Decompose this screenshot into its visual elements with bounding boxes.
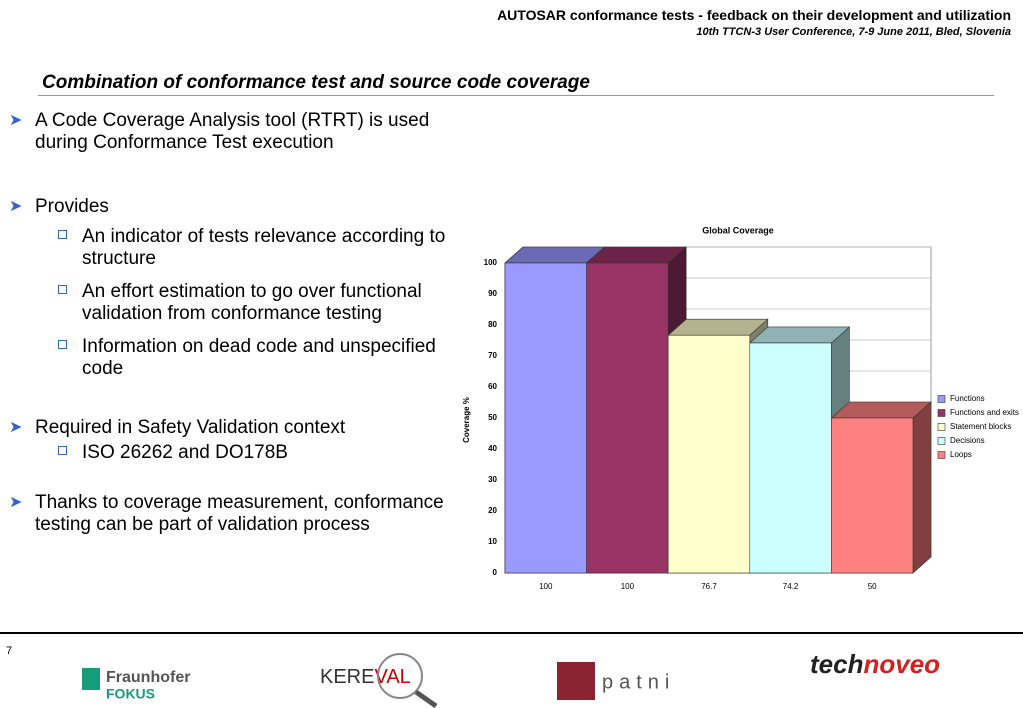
y-tick-label: 0 <box>493 568 498 577</box>
sub-bullet: An effort estimation to go over function… <box>58 281 472 325</box>
legend-swatch <box>937 409 946 417</box>
legend-label: Functions <box>950 394 985 403</box>
bar-top <box>585 246 687 264</box>
bullet-text: Thanks to coverage measurement, conforma… <box>35 492 444 535</box>
logo-text: KEREVAL <box>320 666 411 688</box>
x-tick-label: 74.2 <box>783 582 799 591</box>
bar-side <box>912 401 932 574</box>
bar-top <box>667 318 769 336</box>
y-axis-label: Coverage % <box>462 397 471 443</box>
bullet-text: Required in Safety Validation context <box>35 417 346 438</box>
logo-text: patni <box>602 671 675 693</box>
logo-mark <box>377 653 423 699</box>
logo-text: Fraunhofer <box>106 669 190 686</box>
y-tick-label: 80 <box>488 320 497 329</box>
y-tick-label: 10 <box>488 537 497 546</box>
bar <box>667 334 751 574</box>
logo-mark <box>82 668 100 690</box>
legend-label: Decisions <box>950 436 985 445</box>
bullet: ➤ Thanks to coverage measurement, conform… <box>9 492 444 535</box>
sub-bullet-text: ISO 26262 and DO178B <box>82 442 288 463</box>
legend-swatch <box>937 451 946 459</box>
bullet-text: Provides <box>35 196 109 217</box>
y-tick-label: 90 <box>488 289 497 298</box>
x-tick-label: 100 <box>539 582 553 591</box>
y-tick-label: 60 <box>488 382 497 391</box>
legend-swatch <box>937 395 946 403</box>
logo-technoveo: technoveo <box>810 649 940 679</box>
y-tick-label: 20 <box>488 506 497 515</box>
header-subtitle: 10th TTCN-3 User Conference, 7-9 June 20… <box>696 26 1011 38</box>
sub-bullet-text: An effort estimation to go over function… <box>82 281 422 324</box>
sub-bullet-text: An indicator of tests relevance accordin… <box>82 226 446 269</box>
logo-text: FOKUS <box>106 686 155 702</box>
x-tick-label: 100 <box>621 582 635 591</box>
heading-rule <box>38 95 994 96</box>
y-tick-label: 40 <box>488 444 497 453</box>
bar <box>504 262 587 574</box>
legend-label: Statement blocks <box>950 422 1011 431</box>
sub-bullet: An indicator of tests relevance accordin… <box>58 226 472 270</box>
bullet-text: A Code Coverage Analysis tool (RTRT) is … <box>35 110 430 153</box>
bar-top <box>830 401 932 419</box>
logo-mark <box>557 662 595 700</box>
logo-mark <box>414 689 438 708</box>
page-number: 7 <box>6 645 12 657</box>
header-title: AUTOSAR conformance tests - feedback on … <box>497 7 1011 23</box>
y-tick-label: 30 <box>488 475 497 484</box>
legend-swatch <box>937 437 946 445</box>
bar <box>586 262 669 574</box>
sub-bullet: Information on dead code and unspecified… <box>58 336 482 380</box>
x-tick-label: 76.7 <box>701 582 717 591</box>
bar <box>831 417 914 574</box>
heading: Combination of conformance test and sour… <box>42 72 590 93</box>
y-tick-label: 100 <box>484 258 498 267</box>
legend-label: Loops <box>950 450 972 459</box>
y-tick-label: 50 <box>488 413 497 422</box>
y-tick-label: 70 <box>488 351 497 360</box>
bullet: ➤ A Code Coverage Analysis tool (RTRT) is… <box>9 110 430 153</box>
bar-top <box>749 326 851 344</box>
sub-bullet: ISO 26262 and DO178B <box>58 442 472 464</box>
bar <box>749 342 832 574</box>
sub-bullet-text: Information on dead code and unspecified… <box>82 336 436 379</box>
logo-kereval: KEREVAL <box>320 653 438 708</box>
chart-title: Global Coverage <box>702 225 774 235</box>
legend-swatch <box>937 423 946 431</box>
logo-fraunhofer: Fraunhofer FOKUS <box>82 668 190 702</box>
bullet: ➤ Provides <box>9 196 109 217</box>
x-tick-label: 50 <box>868 582 877 591</box>
legend-label: Functions and exits <box>950 408 1019 417</box>
bullet: ➤ Required in Safety Validation context <box>9 417 346 438</box>
logo-patni: patni <box>557 662 675 700</box>
